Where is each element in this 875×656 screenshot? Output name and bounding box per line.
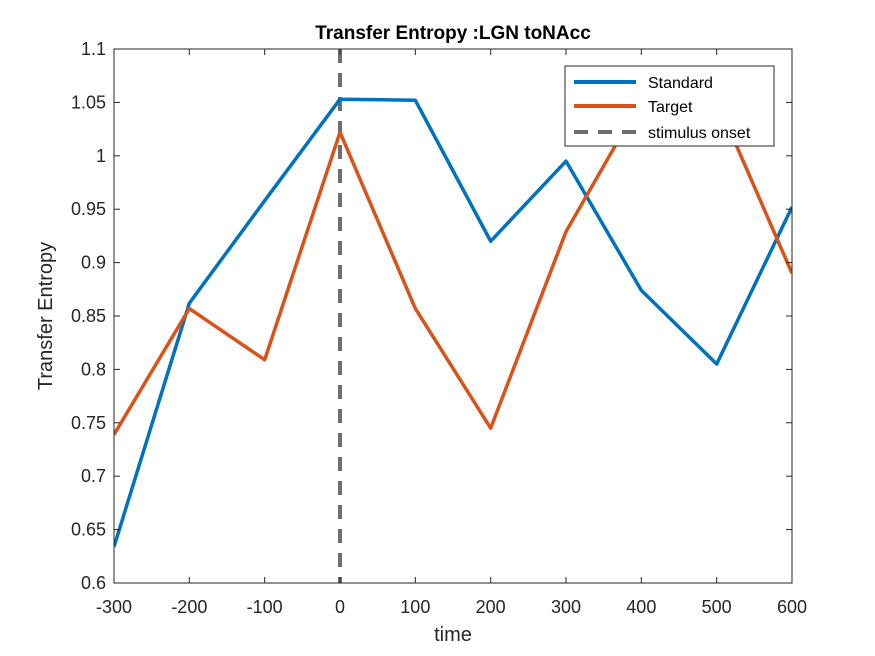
- y-tick-label: 1.05: [71, 92, 106, 112]
- legend: Standard Target stimulus onset: [564, 65, 775, 147]
- x-tick-label: -200: [171, 597, 207, 617]
- x-tick-label: 400: [626, 597, 656, 617]
- x-tick-label: 0: [335, 597, 345, 617]
- y-tick-label: 0.85: [71, 306, 106, 326]
- y-axis-label: Transfer Entropy: [35, 242, 57, 390]
- y-tick-label: 0.8: [81, 359, 106, 379]
- x-tick-label: -100: [247, 597, 283, 617]
- legend-label-target: Target: [648, 99, 693, 116]
- x-axis-label: time: [434, 624, 472, 646]
- x-tick-label: -300: [96, 597, 132, 617]
- y-tick-label: 0.65: [71, 520, 106, 540]
- x-axis: -300 -200 -100 0 100 200 300 400 500 600: [96, 49, 807, 617]
- y-tick-label: 0.9: [81, 253, 106, 273]
- y-tick-label: 0.95: [71, 199, 106, 219]
- series-line-standard: [114, 97, 792, 548]
- x-tick-label: 200: [476, 597, 506, 617]
- y-tick-label: 0.75: [71, 413, 106, 433]
- chart-title: Transfer Entropy :LGN toNAcc: [315, 23, 591, 44]
- y-tick-label: 1: [96, 146, 106, 166]
- x-tick-label: 300: [551, 597, 581, 617]
- x-tick-label: 500: [702, 597, 732, 617]
- x-tick-label: 600: [777, 597, 807, 617]
- y-tick-label: 0.7: [81, 466, 106, 486]
- y-tick-label: 0.6: [81, 573, 106, 593]
- y-tick-label: 1.1: [81, 39, 106, 59]
- legend-label-stimulus-onset: stimulus onset: [648, 125, 751, 142]
- y-axis: 0.6 0.65 0.7 0.75 0.8 0.85 0.9 0.95 1 1.05 1.1: [71, 39, 792, 593]
- x-tick-label: 100: [400, 597, 430, 617]
- legend-label-standard: Standard: [648, 75, 713, 92]
